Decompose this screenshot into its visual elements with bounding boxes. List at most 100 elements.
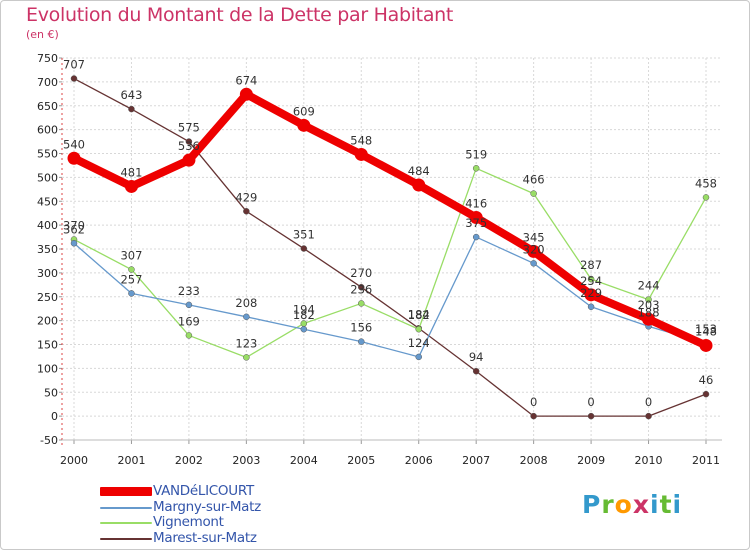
data-label: 429 [235, 190, 257, 204]
data-point [584, 288, 598, 302]
data-point [243, 354, 250, 361]
data-label: 707 [63, 58, 85, 72]
logo-letter: o [614, 490, 633, 519]
x-tick-label: 2011 [692, 454, 720, 467]
data-point [645, 296, 652, 303]
data-label: 351 [293, 228, 315, 242]
y-tick-label: 0 [51, 410, 58, 423]
y-tick-label: 700 [37, 76, 58, 89]
legend-label: VANDéLICOURT [153, 483, 254, 499]
y-tick-label: 500 [37, 171, 58, 184]
data-point [415, 325, 422, 333]
data-point [469, 210, 483, 224]
logo-letter: P [582, 490, 602, 519]
data-label: 188 [638, 305, 660, 319]
data-label: 548 [350, 133, 372, 147]
data-point [128, 266, 135, 273]
data-label: 609 [293, 104, 315, 118]
data-point [530, 190, 537, 197]
data-label: 182 [408, 308, 430, 322]
legend-swatch [100, 506, 152, 509]
x-tick-label: 2001 [117, 454, 145, 467]
data-label: 416 [465, 196, 487, 210]
data-point [70, 75, 78, 82]
data-point [354, 147, 368, 161]
data-label: 203 [638, 298, 660, 312]
y-tick-label: 250 [37, 291, 58, 304]
axes: -50 0 50 100 150 200 250 300 350 400 450 500 550 600 6… [37, 52, 722, 467]
data-label: 458 [695, 176, 717, 190]
data-point [358, 300, 365, 307]
data-label: 123 [235, 336, 257, 350]
data-point [702, 390, 710, 398]
data-point [243, 208, 250, 215]
y-tick-label: 750 [37, 52, 58, 65]
data-point [182, 153, 196, 167]
y-tick-label: 350 [37, 243, 58, 256]
logo-letter: i [672, 490, 683, 519]
data-label: 375 [465, 216, 487, 230]
data-point [472, 165, 480, 172]
data-label: 270 [350, 266, 372, 280]
data-label: 540 [63, 137, 85, 151]
x-tick-label: 2003 [232, 454, 260, 467]
data-point [243, 313, 250, 321]
data-label: 254 [580, 274, 602, 288]
data-point [128, 290, 135, 297]
data-point [185, 301, 193, 309]
data-label: 257 [120, 272, 142, 286]
y-tick-label: 550 [37, 148, 58, 161]
chart-subtitle: (en €) [26, 28, 59, 41]
logo-letter: x [632, 490, 650, 519]
data-point [124, 179, 138, 193]
legend-swatch [100, 537, 152, 540]
x-tick-label: 2010 [635, 454, 663, 467]
y-tick-label: 600 [37, 124, 58, 137]
data-point [415, 353, 422, 361]
data-label: 0 [645, 395, 652, 409]
x-tick-label: 2007 [462, 454, 490, 467]
data-point [699, 338, 713, 352]
data-point [185, 332, 193, 339]
data-point [527, 244, 541, 258]
y-tick-label: 450 [37, 195, 58, 208]
data-labels: 707 643 575 429 351 270 184 94 0 0 0 46 370 307 169 123… [63, 58, 717, 410]
data-label: 345 [523, 230, 545, 244]
data-point [358, 283, 365, 291]
data-label: 233 [178, 284, 200, 298]
data-label: 169 [178, 314, 200, 328]
x-tick-label: 2002 [175, 454, 203, 467]
chart-title: Evolution du Montant de la Dette par Hab… [26, 4, 454, 26]
data-label: 124 [408, 336, 430, 350]
data-label: 153 [695, 322, 717, 336]
data-label: 362 [63, 222, 85, 236]
series-line-marest-sur-matz [73, 77, 707, 417]
x-tick-label: 2004 [290, 454, 318, 467]
data-point [702, 194, 710, 201]
data-label: 287 [580, 258, 602, 272]
data-label: 575 [178, 121, 200, 135]
data-point [67, 151, 81, 165]
data-label: 94 [469, 350, 484, 364]
data-point [70, 240, 78, 247]
x-tick-label: 2009 [577, 454, 605, 467]
data-label: 0 [530, 395, 537, 409]
grid-lines [62, 57, 722, 441]
data-label: 184 [408, 307, 430, 321]
data-point [297, 118, 311, 132]
data-label: 320 [523, 242, 545, 256]
legend-swatch [100, 487, 152, 496]
data-label: 0 [587, 395, 594, 409]
legend-label: Marest-sur-Matz [153, 529, 257, 546]
data-point [185, 138, 193, 145]
data-point [645, 412, 652, 420]
legend-label: Vignemont [153, 514, 224, 530]
y-tick-label: 100 [37, 362, 58, 375]
data-label: 466 [523, 173, 545, 187]
series-line-vignemont [73, 167, 707, 359]
data-point [128, 105, 135, 113]
y-tick-label: 200 [37, 315, 58, 328]
data-point [642, 312, 656, 326]
series-line-margny-sur-matz [73, 236, 707, 358]
data-label: 148 [695, 324, 717, 338]
